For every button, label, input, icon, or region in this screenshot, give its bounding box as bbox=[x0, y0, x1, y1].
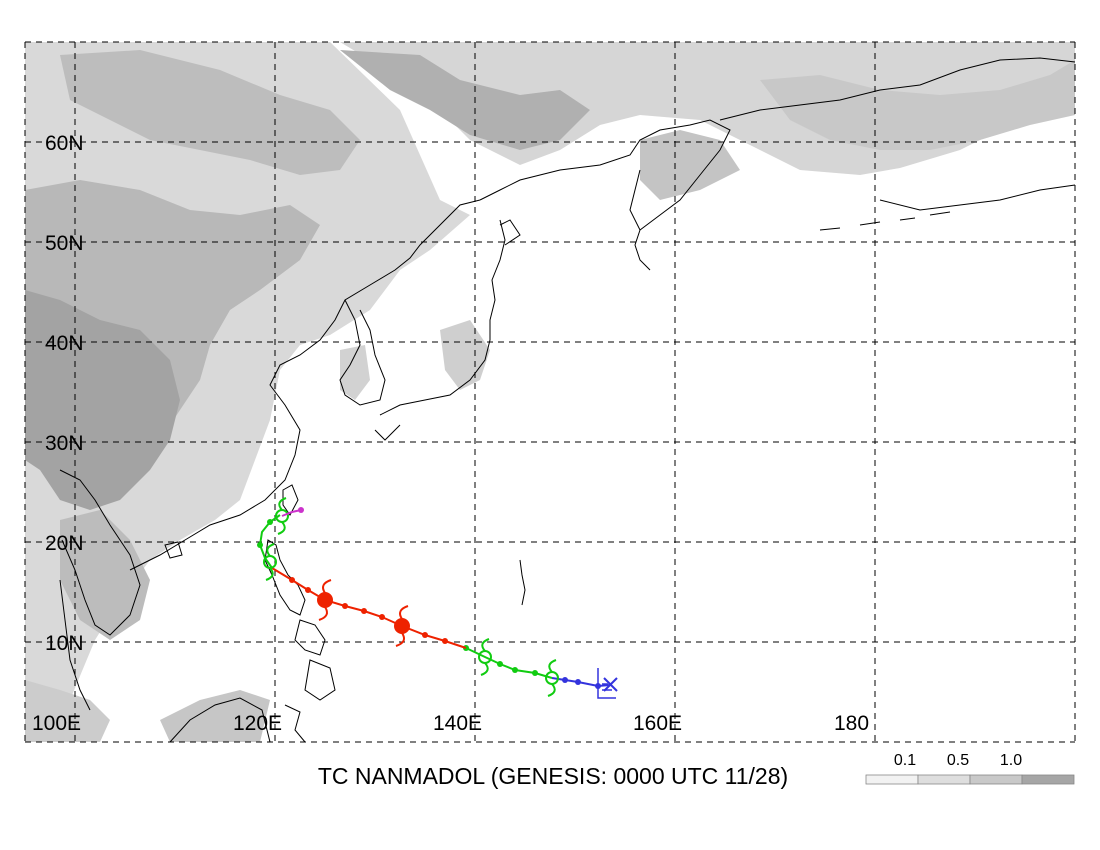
shading-legend: 0.1 0.5 1.0 bbox=[865, 752, 1075, 785]
track-point bbox=[512, 667, 518, 673]
lat-label-50n: 50N bbox=[45, 232, 84, 255]
lon-labels: 100E 120E 140E 160E 180 bbox=[32, 712, 869, 735]
lon-label-180: 180 bbox=[834, 712, 869, 735]
cyclone-symbol-icon bbox=[275, 497, 289, 535]
track-point bbox=[298, 507, 304, 513]
legend-tick-label: 0.5 bbox=[947, 752, 969, 769]
legend-swatch bbox=[865, 774, 919, 785]
legend-tick-label: 1.0 bbox=[1000, 752, 1022, 769]
lat-label-30n: 30N bbox=[45, 432, 84, 455]
legend-swatch bbox=[1021, 774, 1075, 785]
legend-swatch bbox=[969, 774, 1023, 785]
lat-label-20n: 20N bbox=[45, 532, 84, 555]
track-point bbox=[305, 587, 311, 593]
lon-label-140e: 140E bbox=[433, 712, 482, 735]
track-point bbox=[342, 603, 348, 609]
typhoon-symbol-icon bbox=[317, 579, 333, 621]
track-point bbox=[497, 661, 503, 667]
track-point bbox=[532, 670, 538, 676]
lat-label-40n: 40N bbox=[45, 332, 84, 355]
lon-label-100e: 100E bbox=[32, 712, 81, 735]
graticule bbox=[24, 41, 1076, 743]
map-title: TC NANMADOL (GENESIS: 0000 UTC 11/28) bbox=[318, 763, 788, 789]
track-segment-dissipating bbox=[281, 509, 302, 517]
cyclone-symbol-icon bbox=[478, 638, 492, 676]
lon-label-160e: 160E bbox=[633, 712, 682, 735]
legend-swatch bbox=[917, 774, 971, 785]
track-point bbox=[442, 638, 448, 644]
cyclone-symbol-icon bbox=[545, 659, 559, 697]
lat-labels: 10N 20N 30N 40N 50N 60N bbox=[45, 132, 84, 655]
legend-tick-label: 0.1 bbox=[894, 752, 916, 769]
track-point bbox=[267, 519, 273, 525]
genesis-marker-icon bbox=[597, 668, 616, 699]
track-point bbox=[562, 677, 568, 683]
track-point bbox=[289, 577, 295, 583]
coastlines bbox=[59, 57, 1076, 743]
track-point bbox=[361, 608, 367, 614]
track-point bbox=[257, 542, 263, 548]
x-mark-icon bbox=[603, 677, 618, 692]
track-point bbox=[575, 679, 581, 685]
lon-label-120e: 120E bbox=[233, 712, 282, 735]
storm-track bbox=[257, 497, 618, 699]
cyclone-symbol-icon bbox=[263, 543, 277, 581]
lat-label-10n: 10N bbox=[45, 632, 84, 655]
lat-label-60n: 60N bbox=[45, 132, 84, 155]
typhoon-symbol-icon bbox=[394, 605, 410, 647]
track-point bbox=[379, 614, 385, 620]
track-point bbox=[422, 632, 428, 638]
